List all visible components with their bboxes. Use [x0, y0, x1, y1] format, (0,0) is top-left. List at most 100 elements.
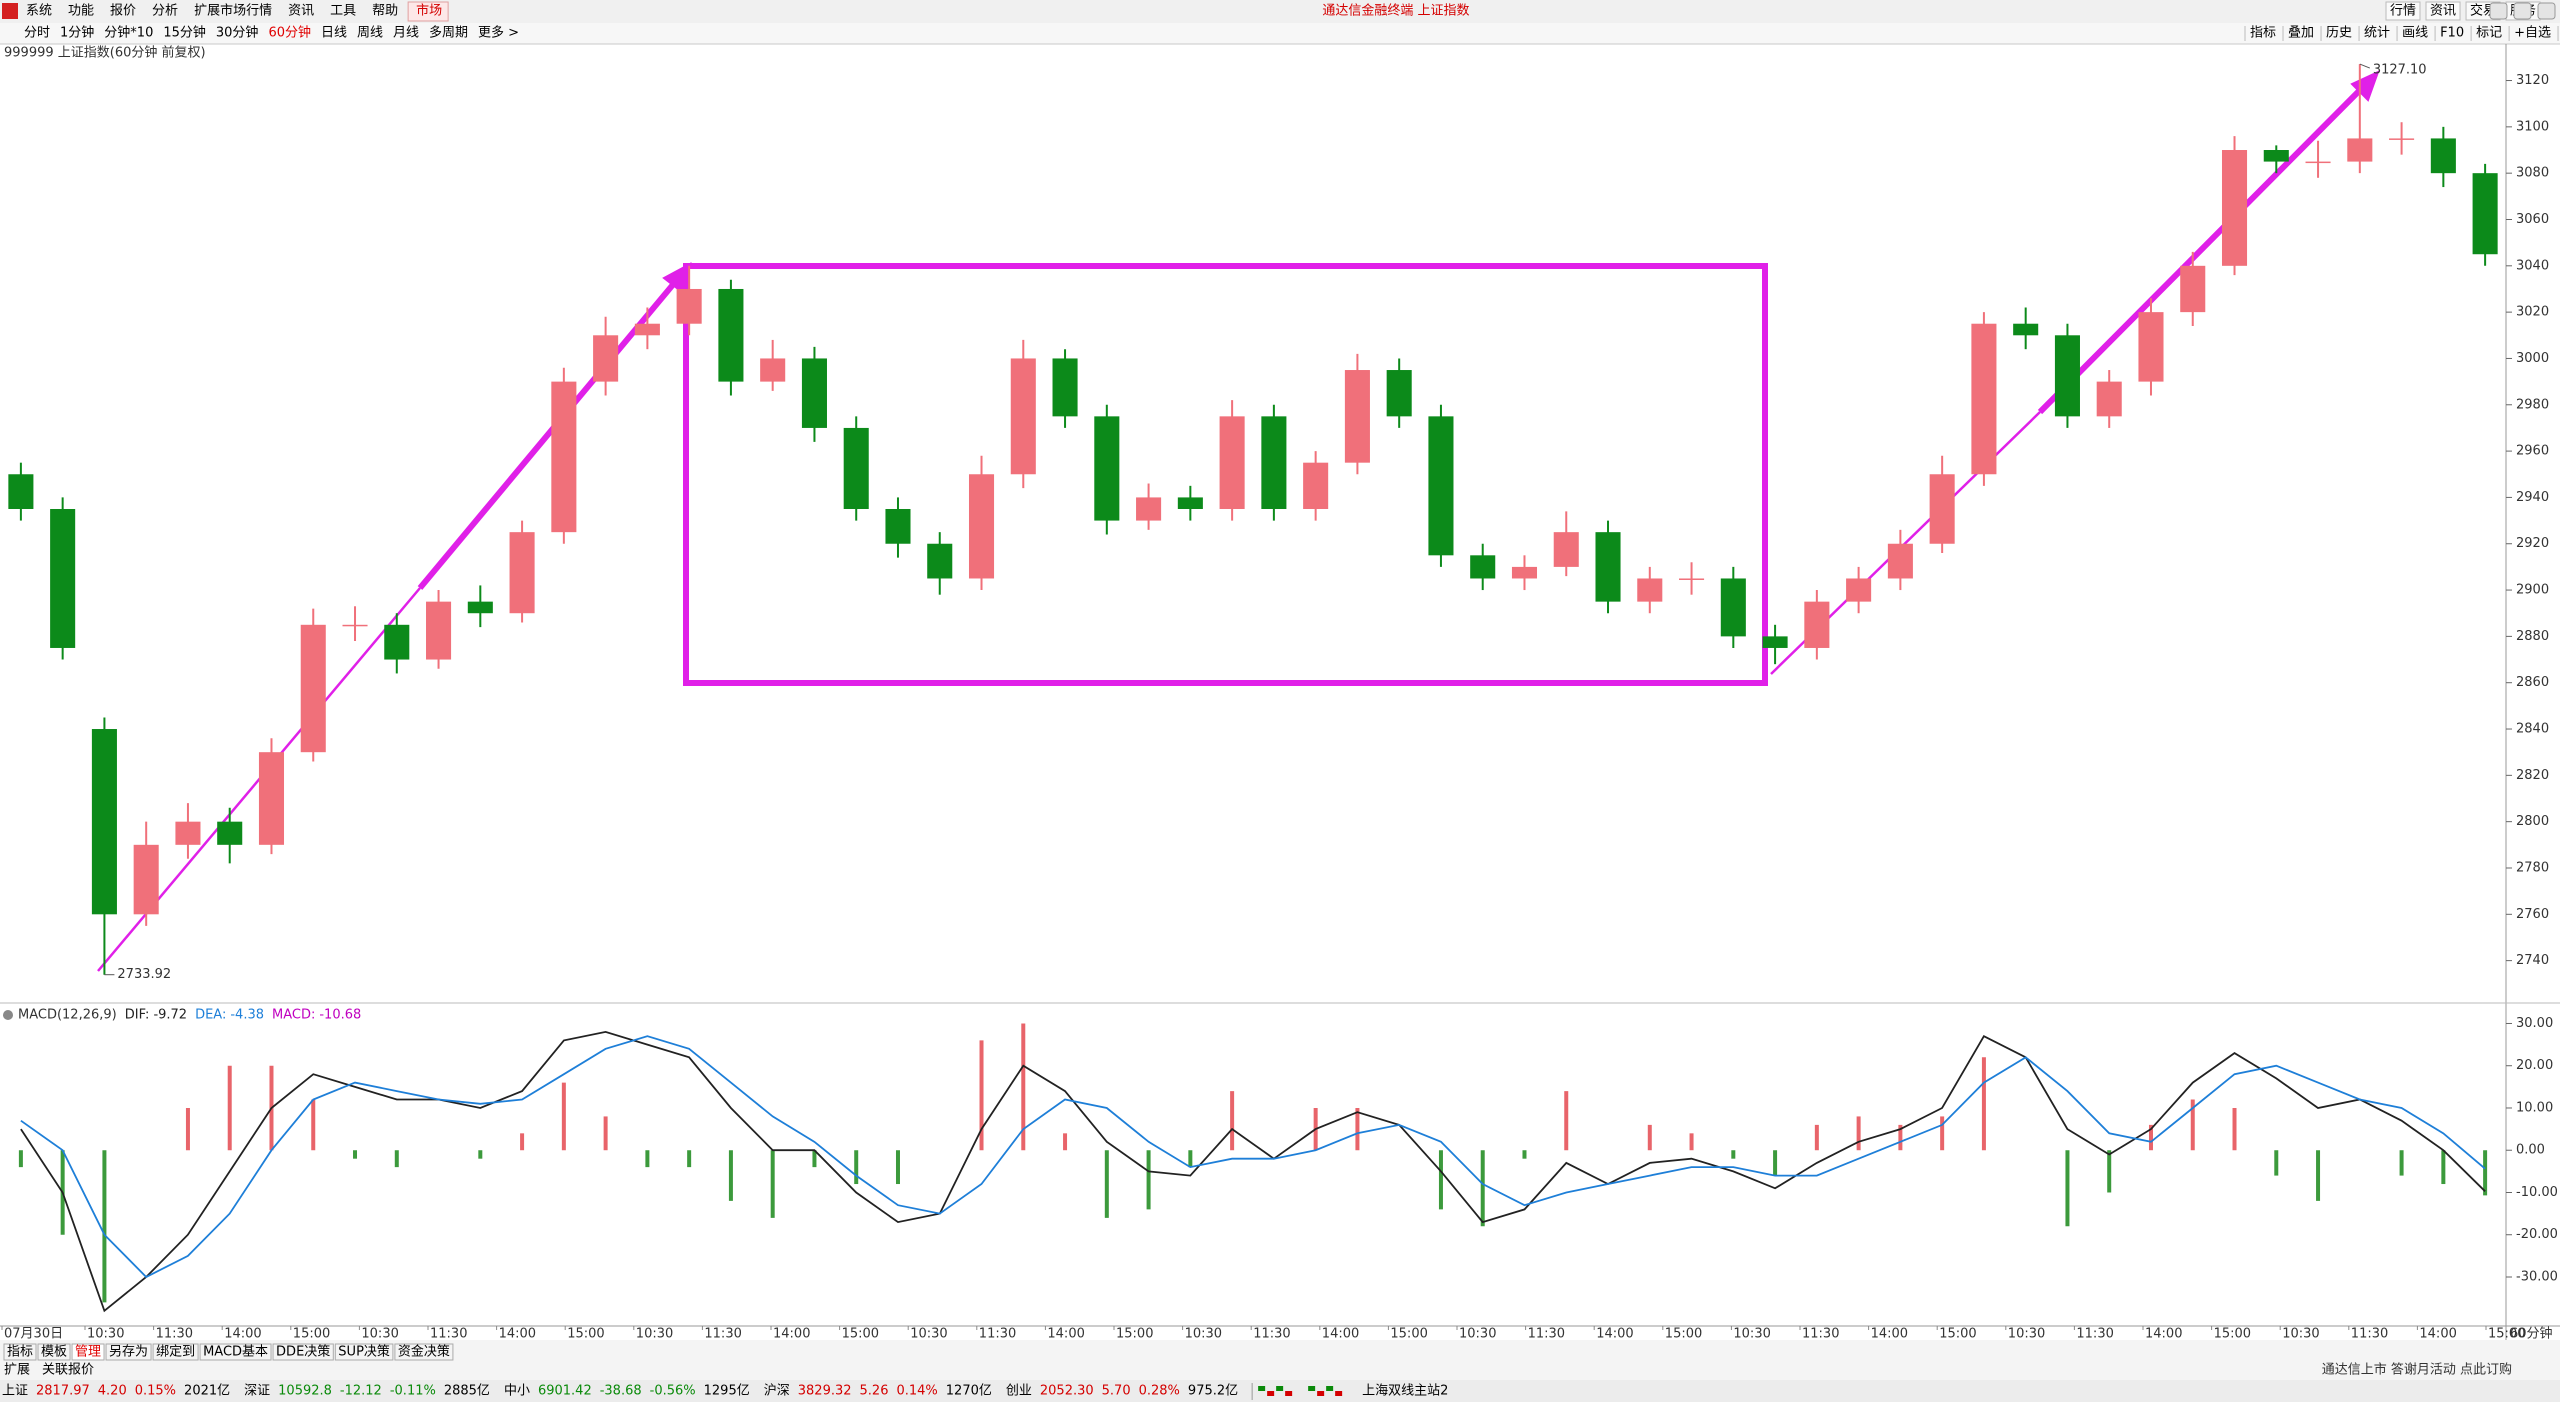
bottom-tab-frame[interactable] — [71, 1343, 105, 1361]
tool-button[interactable]: F10 — [2440, 26, 2464, 41]
bottom-tab-frame[interactable] — [37, 1343, 71, 1361]
pane-icon[interactable] — [3, 1010, 13, 1020]
period-button[interactable]: 日线 — [321, 26, 347, 41]
period-button[interactable]: 15分钟 — [163, 25, 206, 41]
top-button-bg[interactable] — [2425, 1, 2461, 21]
candle-body — [1720, 578, 1746, 637]
status-price: 3829.32 — [798, 1384, 852, 1399]
period-button[interactable]: 30分钟 — [216, 25, 259, 41]
tool-button[interactable]: 统计 — [2364, 26, 2390, 41]
period-button[interactable]: 分钟*10 — [104, 25, 153, 41]
bottom-tab[interactable]: 绑定到 — [156, 1345, 195, 1360]
tool-button[interactable]: 指标 — [2250, 26, 2276, 41]
menu-item[interactable]: 扩展市场行情 — [194, 3, 272, 19]
tool-button[interactable]: +自选 — [2514, 26, 2551, 41]
period-button[interactable]: 周线 — [357, 26, 383, 41]
y-tick-label: 2760 — [2516, 907, 2549, 922]
bottom-tab-frame[interactable] — [199, 1343, 272, 1361]
candle-body — [2138, 312, 2164, 382]
period-button[interactable]: 更多 > — [478, 25, 519, 41]
signal-icon — [1335, 1391, 1343, 1396]
menu-item[interactable]: 系统 — [26, 4, 52, 19]
candle-body — [2180, 265, 2206, 313]
x-tick-label: 15:00 — [1116, 1327, 1153, 1342]
tool-button[interactable]: 标记 — [2476, 26, 2502, 41]
candle-body — [509, 532, 535, 614]
bottom-tab[interactable]: 指标 — [7, 1345, 33, 1360]
y-tick-label: 3120 — [2516, 73, 2549, 88]
status-name: 深证 — [244, 1384, 270, 1399]
y-tick-label: 3060 — [2516, 212, 2549, 227]
window-control[interactable] — [2489, 2, 2508, 20]
menu-bar — [0, 0, 2560, 23]
candle-body — [1929, 474, 1955, 544]
top-button-bg[interactable] — [2385, 1, 2421, 21]
menu-item[interactable]: 报价 — [110, 4, 136, 19]
candle-body — [258, 752, 285, 845]
candle-body — [1470, 555, 1496, 579]
server-name: 上海双线主站2 — [1362, 1384, 1448, 1399]
menu-item[interactable]: 功能 — [68, 4, 94, 19]
candle-body — [1762, 636, 1788, 648]
candle-body — [1887, 543, 1913, 579]
menu-item[interactable]: 资讯 — [288, 4, 314, 19]
candle-body — [634, 323, 660, 336]
period-button[interactable]: 月线 — [393, 26, 419, 41]
extension-tab[interactable]: 关联报价 — [42, 1363, 94, 1378]
bottom-tab-frame[interactable] — [334, 1343, 394, 1361]
bottom-tab-frame[interactable] — [272, 1343, 334, 1361]
tool-button[interactable]: 叠加 — [2288, 26, 2314, 41]
extension-tab[interactable]: 扩展 — [4, 1363, 30, 1378]
bottom-tab[interactable]: 管理 — [75, 1345, 101, 1360]
y-tick-label: 2880 — [2516, 629, 2549, 644]
legend-value: -10.68 — [319, 1008, 361, 1023]
bottom-tab[interactable]: SUP决策 — [338, 1344, 390, 1360]
y-tick-label: 3040 — [2516, 258, 2549, 273]
bottom-tab[interactable]: MACD基本 — [203, 1345, 268, 1360]
period-button[interactable]: 分时 — [24, 26, 50, 41]
period-toolbar — [0, 23, 2560, 44]
candle-body — [1971, 323, 1997, 475]
signal-icon — [1285, 1391, 1293, 1396]
top-button[interactable]: 行情 — [2390, 4, 2416, 19]
bottom-tab[interactable]: 模板 — [41, 1345, 67, 1360]
indicator-title: MACD(12,26,9) — [18, 1008, 117, 1023]
bottom-tab[interactable]: 资金决策 — [398, 1344, 450, 1360]
candle-body — [426, 601, 452, 660]
signal-icon — [1317, 1391, 1325, 1396]
period-button[interactable]: 多周期 — [429, 25, 468, 41]
range-box — [683, 263, 1768, 686]
candle-body — [1846, 578, 1872, 602]
y-tick-label: 3000 — [2516, 351, 2549, 366]
bottom-tab[interactable]: 另存为 — [109, 1345, 148, 1360]
promo-link[interactable]: 通达信上市 答谢月活动 点此订购 — [2322, 1362, 2512, 1378]
menu-item[interactable]: 工具 — [330, 4, 356, 19]
x-tick-label: 14:00 — [1871, 1327, 1908, 1342]
bottom-tab-frame[interactable] — [394, 1343, 454, 1361]
market-tab[interactable]: 市场 — [416, 3, 442, 19]
period-button[interactable]: 60分钟 — [268, 25, 311, 41]
window-control[interactable] — [2513, 2, 2532, 20]
x-tick-label: 11:30 — [1253, 1327, 1290, 1342]
signal-icon — [1267, 1391, 1275, 1396]
bottom-tab-frame[interactable] — [105, 1343, 152, 1361]
window-control[interactable] — [2537, 2, 2556, 20]
period-button[interactable]: 1分钟 — [60, 25, 94, 41]
candle-body — [718, 288, 744, 382]
candle-body — [1386, 370, 1412, 417]
top-button[interactable]: 资讯 — [2430, 4, 2456, 19]
candle-body — [1303, 462, 1329, 509]
candle-body — [300, 624, 326, 753]
bottom-tab-frame[interactable] — [152, 1343, 199, 1361]
tool-button[interactable]: 历史 — [2326, 26, 2352, 41]
menu-item[interactable]: 分析 — [152, 4, 178, 19]
annotation-overlay — [97, 70, 2380, 972]
status-amount: 975.2亿 — [1188, 1384, 1238, 1399]
tool-button[interactable]: 画线 — [2402, 26, 2428, 41]
bottom-tab[interactable]: DDE决策 — [276, 1344, 330, 1360]
bottom-tab-frame[interactable] — [3, 1343, 37, 1361]
menu-item[interactable]: 帮助 — [372, 4, 398, 19]
y-tick-label: 30.00 — [2516, 1016, 2553, 1031]
candle-body — [384, 624, 410, 660]
candle-body — [551, 381, 577, 533]
